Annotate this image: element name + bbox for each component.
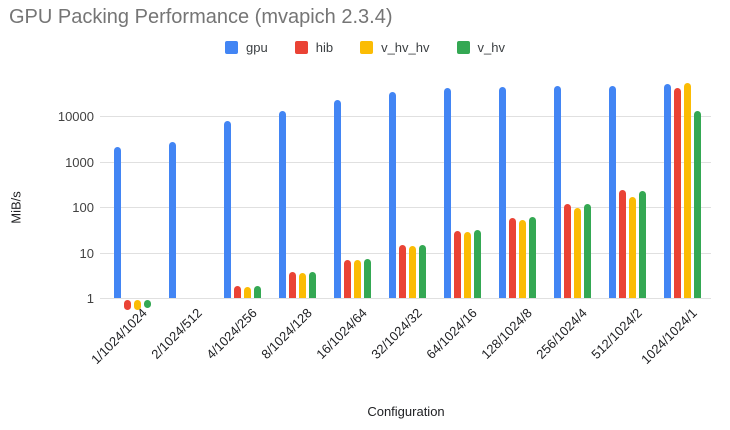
bar-hib <box>344 259 351 298</box>
bar-v_hv_hv <box>464 232 471 298</box>
legend-swatch-icon <box>360 41 374 54</box>
bar-v_hv_hv <box>574 208 581 298</box>
legend: gpu hib v_hv_hv v_hv <box>0 40 730 55</box>
bar-v_hv_hv <box>134 300 141 310</box>
bar-v_hv_hv <box>629 197 636 298</box>
y-tick-label: 10000 <box>57 109 94 125</box>
bar-v_hv <box>309 271 316 298</box>
bar-hib <box>124 300 131 310</box>
bar-v_hv_hv <box>519 220 526 298</box>
bar-gpu <box>224 120 231 298</box>
bar-v_hv_hv <box>244 287 251 298</box>
y-tick-label: 10 <box>79 245 94 261</box>
bar-gpu <box>444 88 451 298</box>
bar-v_hv_hv <box>409 246 416 298</box>
legend-label: hib <box>315 40 334 55</box>
bar-v_hv <box>254 285 261 298</box>
bar-hib <box>509 217 516 298</box>
legend-swatch-icon <box>225 41 239 54</box>
legend-item-v_hv_hv: v_hv_hv <box>360 40 430 55</box>
bar-v_hv_hv <box>354 260 361 298</box>
gridline <box>100 161 711 163</box>
legend-label: gpu <box>246 40 268 55</box>
x-axis-title: Configuration <box>367 404 445 419</box>
bar-hib <box>289 272 296 298</box>
bar-v_hv_hv <box>684 83 691 298</box>
legend-swatch-icon <box>294 41 308 54</box>
bar-v_hv <box>144 300 151 309</box>
bar-v_hv <box>694 111 701 298</box>
bar-v_hv <box>364 259 371 298</box>
y-tick-label: 1 <box>86 291 94 306</box>
bar-gpu <box>279 111 286 298</box>
bar-v_hv <box>529 217 536 298</box>
bar-hib <box>399 245 406 298</box>
bar-hib <box>619 190 626 298</box>
bar-gpu <box>114 147 121 298</box>
legend-label: v_hv <box>477 40 505 55</box>
bar-v_hv_hv <box>299 272 306 298</box>
bar-gpu <box>664 83 671 298</box>
bar-v_hv <box>474 230 481 298</box>
bar-v_hv <box>639 191 646 298</box>
legend-item-hib: hib <box>294 40 334 55</box>
bar-gpu <box>334 100 341 298</box>
bar-gpu <box>609 86 616 298</box>
legend-item-gpu: gpu <box>225 40 268 55</box>
y-tick-label: 100 <box>72 200 94 216</box>
bar-gpu <box>169 141 176 298</box>
y-tick-label: 1000 <box>65 154 94 170</box>
legend-swatch-icon <box>456 41 470 54</box>
bar-hib <box>564 204 571 298</box>
bar-hib <box>454 230 461 298</box>
bar-gpu <box>389 91 396 298</box>
gridline <box>100 207 711 209</box>
legend-label: v_hv_hv <box>381 40 430 55</box>
bar-v_hv <box>584 203 591 298</box>
gridline <box>100 116 711 118</box>
bar-hib <box>674 87 681 298</box>
legend-item-v_hv: v_hv <box>456 40 505 55</box>
bar-hib <box>234 286 241 298</box>
bar-gpu <box>499 87 506 298</box>
bar-v_hv <box>419 245 426 298</box>
y-axis-title: MiB/s <box>8 191 24 224</box>
chart-title: GPU Packing Performance (mvapich 2.3.4) <box>9 6 393 28</box>
bar-gpu <box>554 85 561 298</box>
gridline <box>100 298 711 299</box>
